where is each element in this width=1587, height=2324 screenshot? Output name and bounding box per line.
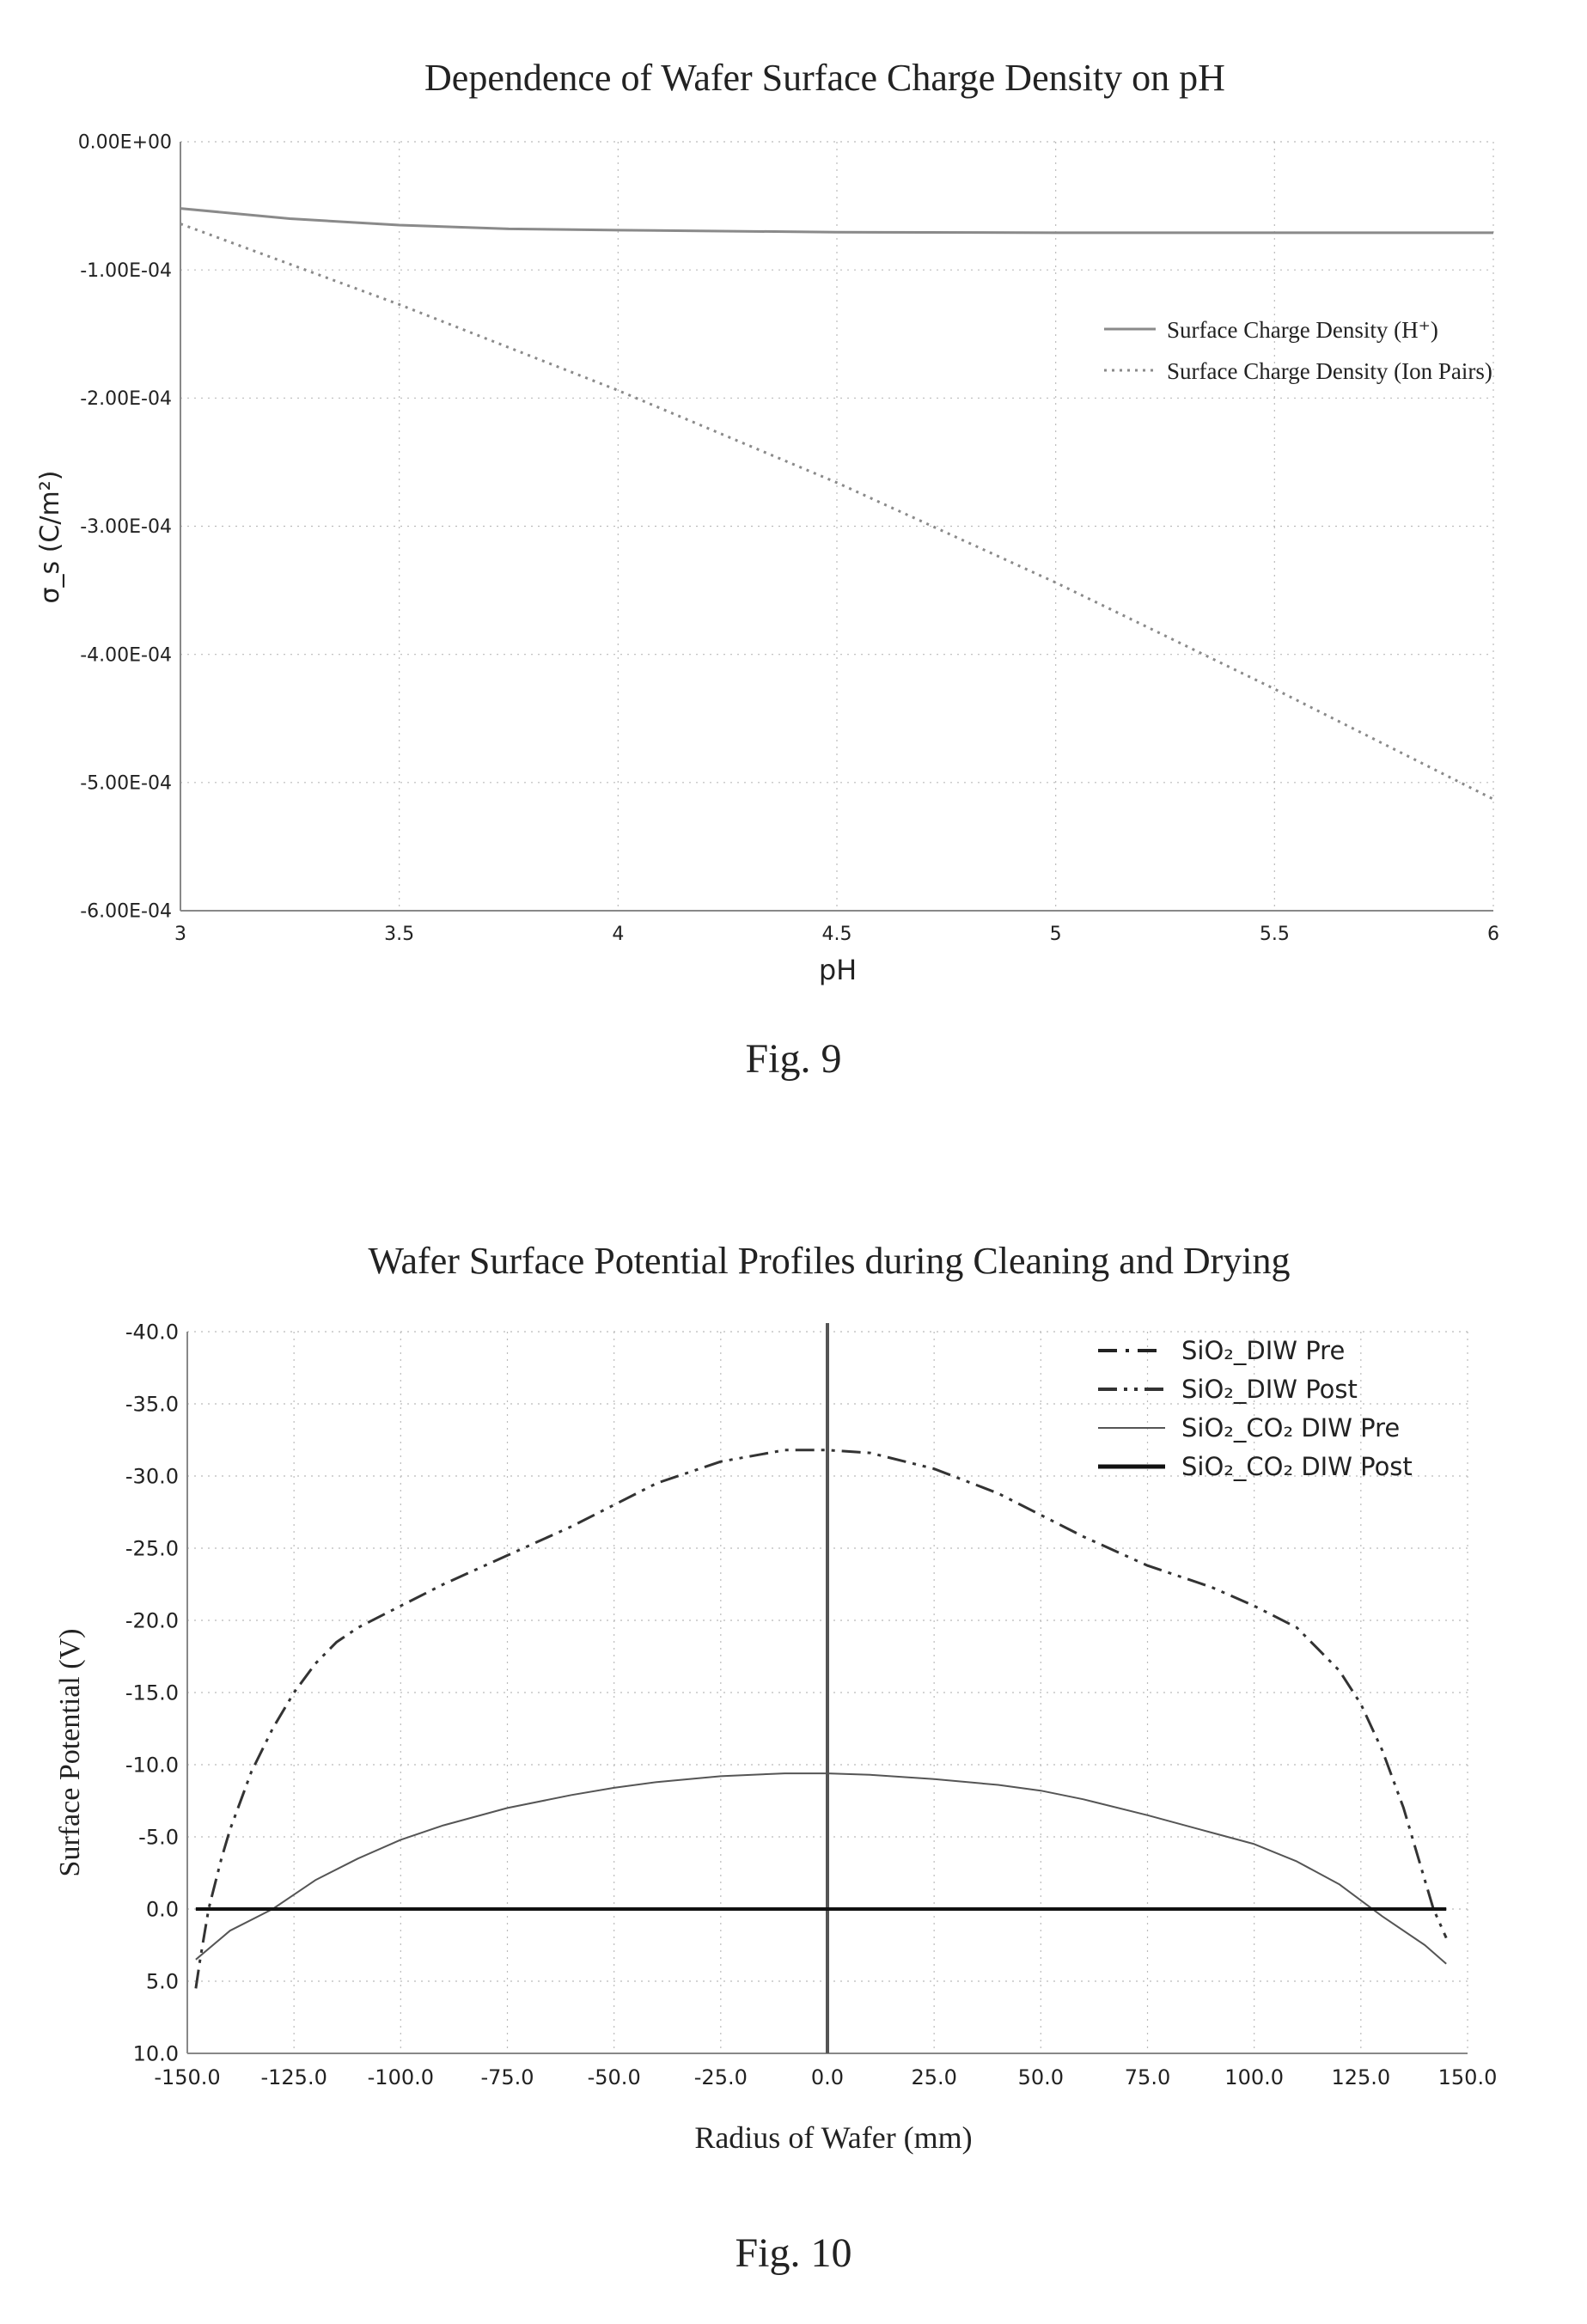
f10-y-tick-label: -20.0 <box>125 1608 179 1632</box>
f10-x-tick-label: -75.0 <box>480 2065 534 2089</box>
f9-x-tick-label: 5 <box>1050 924 1062 945</box>
fig9-caption: Fig. 9 <box>745 1036 842 1082</box>
f10-x-tick-label: -25.0 <box>694 2065 748 2089</box>
fig9-x-axis-label: pH <box>819 954 857 986</box>
f10-x-tick-label: 75.0 <box>1125 2065 1170 2089</box>
fig9-series-group <box>180 207 1494 801</box>
fig10-x-axis-label: Radius of Wafer (mm) <box>694 2120 972 2155</box>
f10-x-tick-label: -150.0 <box>154 2065 220 2089</box>
f9-x-tick-label: 4.5 <box>822 924 852 945</box>
fig10-title: Wafer Surface Potential Profiles during … <box>369 1240 1291 1282</box>
f9-x-tick-label: 6 <box>1487 924 1499 945</box>
f10-y-tick-label: 0.0 <box>146 1897 179 1921</box>
f9-x-tick-label: 4 <box>612 924 624 945</box>
fig9-y-axis-label: σ_s (C/m²) <box>35 471 65 604</box>
fig10-caption: Fig. 10 <box>735 2230 852 2276</box>
f10-x-tick-label: 100.0 <box>1224 2065 1284 2089</box>
f10-x-tick-label: 25.0 <box>911 2065 956 2089</box>
f10-y-tick-label: -30.0 <box>125 1464 179 1488</box>
fig10-y-ticks: -40.0 -35.0 -30.0 -25.0 -20.0 -15.0 -10.0 -5.0 0… <box>125 1320 179 2065</box>
fig10-series-group <box>194 1449 1448 1989</box>
fig9-grid <box>180 141 1494 912</box>
f9-x-tick-label: 3.5 <box>384 924 414 945</box>
fig10-legend: SiO₂_DIW Pre SiO₂_DIW Post SiO₂_CO₂ DIW … <box>1098 1336 1413 1481</box>
figure-10: Wafer Surface Potential Profiles during … <box>0 1203 1587 2320</box>
fig9-title: Dependence of Wafer Surface Charge Densi… <box>424 57 1225 99</box>
f10-x-tick-label: -50.0 <box>588 2065 641 2089</box>
f10-x-tick-label: 0.0 <box>811 2065 844 2089</box>
fig9-legend-label-ion: Surface Charge Density (Ion Pairs) <box>1167 358 1492 384</box>
f9-series-line-1 <box>180 223 1494 801</box>
f9-y-tick-label: 0.00E+00 <box>78 132 172 154</box>
fig10-axes <box>186 1323 1468 2054</box>
f10-y-tick-label: -35.0 <box>125 1392 179 1416</box>
fig9-chart: Dependence of Wafer Surface Charge Densi… <box>35 57 1499 986</box>
fig9-y-ticks: 0.00E+00 -1.00E-04 -2.00E-04 -3.00E-04 -4.00… <box>78 132 172 923</box>
f9-x-tick-label: 5.5 <box>1260 924 1290 945</box>
f10-series-line-2 <box>195 1772 1447 1965</box>
f10-x-tick-label: -125.0 <box>260 2065 327 2089</box>
f9-y-tick-label: -1.00E-04 <box>80 260 172 282</box>
f10-x-tick-label: 125.0 <box>1331 2065 1390 2089</box>
fig9-x-ticks: 3 3.5 4 4.5 5 5.5 6 <box>174 924 1499 945</box>
fig10-legend-label-co2-pre: SiO₂_CO₂ DIW Pre <box>1181 1413 1400 1443</box>
fig9-legend: Surface Charge Density (H⁺) Surface Char… <box>1104 317 1492 384</box>
f9-y-tick-label: -2.00E-04 <box>80 388 172 410</box>
fig10-x-ticks: -150.0 -125.0 -100.0 -75.0 -50.0 -25.0 0.0 25.0… <box>154 2065 1497 2089</box>
f10-y-tick-label: 5.0 <box>146 1969 179 1993</box>
f10-y-tick-label: -15.0 <box>125 1680 179 1705</box>
figure-9: Dependence of Wafer Surface Charge Densi… <box>0 0 1587 1143</box>
f10-x-tick-label: 150.0 <box>1438 2065 1498 2089</box>
f9-y-tick-label: -4.00E-04 <box>80 644 172 666</box>
f10-y-tick-label: -40.0 <box>125 1320 179 1344</box>
f9-x-tick-label: 3 <box>174 924 186 945</box>
f9-y-tick-label: -6.00E-04 <box>80 901 172 923</box>
fig10-y-axis-label: Surface Potential (V) <box>54 1629 86 1877</box>
f10-y-tick-label: -10.0 <box>125 1753 179 1777</box>
fig10-legend-label-diw-post: SiO₂_DIW Post <box>1181 1375 1358 1404</box>
fig9-legend-label-h: Surface Charge Density (H⁺) <box>1167 317 1438 343</box>
f10-y-tick-label: -25.0 <box>125 1536 179 1560</box>
f10-y-tick-label: 10.0 <box>133 2041 179 2065</box>
fig9-axes <box>180 142 1493 912</box>
f9-series-line-0 <box>180 207 1493 235</box>
f10-x-tick-label: -100.0 <box>368 2065 434 2089</box>
f10-x-tick-label: 50.0 <box>1018 2065 1064 2089</box>
fig10-legend-label-diw-pre: SiO₂_DIW Pre <box>1181 1336 1345 1365</box>
fig10-legend-label-co2-post: SiO₂_CO₂ DIW Post <box>1181 1452 1413 1481</box>
f9-y-tick-label: -3.00E-04 <box>80 516 172 538</box>
fig10-chart: Wafer Surface Potential Profiles during … <box>54 1240 1497 2155</box>
f9-y-tick-label: -5.00E-04 <box>80 773 172 795</box>
f10-y-tick-label: -5.0 <box>138 1825 179 1849</box>
